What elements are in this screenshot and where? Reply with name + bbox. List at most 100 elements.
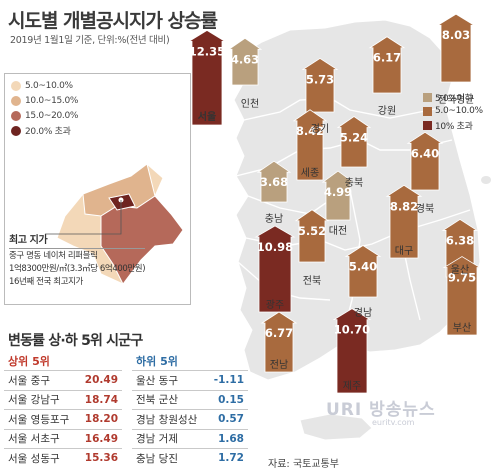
top-price-heading: 최고 지가 <box>9 234 146 249</box>
watermark-url: euritv.com <box>372 418 415 427</box>
district-name: 서울 영등포구 <box>4 409 78 429</box>
province-value-label: 6.38 <box>446 233 474 247</box>
province-name-label: 전국평균 <box>438 94 475 106</box>
top5-down-row: 전북 군산 0.15 <box>132 389 248 410</box>
top-price-line: 중구 명동 네이처 리퍼블릭 <box>9 251 98 261</box>
province-arrow-bar <box>254 225 296 313</box>
district-name: 경남 거제 <box>132 428 207 449</box>
legend-swatch <box>11 80 21 91</box>
province-name-label: 세종 <box>301 167 319 179</box>
nation-legend-item: 10% 초과 <box>423 118 483 132</box>
district-name: 서울 강남구 <box>4 389 78 410</box>
province-name-label: 전북 <box>303 275 321 287</box>
legend-swatch <box>11 125 21 136</box>
change-rate-value: 16.49 <box>77 428 122 449</box>
top5-down-row: 울산 동구 -1.11 <box>132 370 248 390</box>
province-name-label: 경북 <box>416 202 434 215</box>
top5-up-row: 서울 강남구 18.74 <box>4 389 122 410</box>
province-value-label: 5.73 <box>306 72 334 86</box>
change-rate-value: 18.74 <box>77 389 122 410</box>
district-name: 전북 군산 <box>132 389 207 410</box>
province-value-label: 5.40 <box>349 260 377 274</box>
change-rate-value: -1.11 <box>206 370 248 390</box>
province-value-label: 10.98 <box>257 240 293 254</box>
province-value-label: 6.77 <box>265 326 293 340</box>
province-value-label: 12.35 <box>189 44 225 58</box>
infographic-title: 시도별 개별공시지가 상승률 <box>8 10 218 32</box>
province-value-label: 4.63 <box>231 52 259 66</box>
district-name: 서울 서초구 <box>4 428 78 449</box>
change-rate-value: 0.57 <box>206 409 248 429</box>
rank-section-title: 변동률 상·하 5위 시군구 <box>8 333 143 349</box>
change-rate-value: 15.36 <box>77 448 122 468</box>
seoul-legend-item: 15.0~20.0% <box>11 108 78 123</box>
seoul-legend-item: 20.0% 초과 <box>11 123 78 138</box>
province-value-label: 5.52 <box>298 224 326 238</box>
change-rate-value: 1.72 <box>206 448 248 468</box>
province-arrow-bar <box>442 256 482 336</box>
province-arrow-bar <box>436 13 476 83</box>
seoul-high-districts <box>100 195 184 285</box>
district-name: 서울 성동구 <box>4 448 78 468</box>
legend-label: 15.0~20.0% <box>25 110 79 121</box>
top5-up-table: 상위 5위 서울 중구 20.49 서울 강남구 18.74 서울 영등포구 18.20 서… <box>4 352 122 468</box>
province-arrow-bar <box>332 308 372 394</box>
province-name-label: 부산 <box>453 322 471 334</box>
legend-label: 5.0~10.0% <box>25 80 73 91</box>
province-arrow-bar <box>256 160 292 203</box>
province-arrow-bar <box>321 170 355 221</box>
province-name-label: 서울 <box>198 110 216 123</box>
province-arrow-bar <box>344 245 382 298</box>
province-value-label: 4.99 <box>324 185 352 199</box>
province-value-label: 8.03 <box>442 28 470 42</box>
change-rate-value: 0.15 <box>206 389 248 410</box>
watermark-logo: URI 방송뉴스 <box>326 400 436 420</box>
province-name-label: 충남 <box>265 213 283 225</box>
seoul-legend-item: 10.0~15.0% <box>11 93 78 108</box>
jeju-island-shape <box>299 413 373 441</box>
province-value-label: 6.17 <box>373 51 401 65</box>
nation-legend: 5.0%이하 5.0~10.0% 10% 초과 <box>423 90 483 132</box>
province-arrow-bar <box>292 109 328 181</box>
province-arrow-bar <box>336 116 372 168</box>
province-name-label: 경남 <box>354 306 372 319</box>
top5-up-row: 서울 서초구 16.49 <box>4 428 122 449</box>
district-name: 서울 중구 <box>4 370 78 390</box>
province-arrow-bar <box>227 37 263 86</box>
province-value-label: 3.68 <box>260 175 288 189</box>
seoul-leader-line <box>45 200 122 235</box>
change-rate-value: 1.68 <box>206 428 248 449</box>
province-value-label: 5.24 <box>340 131 368 145</box>
top5-up-row: 서울 성동구 15.36 <box>4 448 122 468</box>
top-price-line: 16년째 전국 최고지가 <box>9 277 83 287</box>
legend-swatch <box>423 92 432 102</box>
district-name: 울산 동구 <box>132 370 207 390</box>
top5-down-row: 경남 거제 1.68 <box>132 428 248 449</box>
legend-swatch <box>423 106 432 116</box>
province-name-label: 충북 <box>345 177 363 189</box>
seoul-legend-item: 5.0~10.0% <box>11 78 78 93</box>
legend-label: 20.0% 초과 <box>25 127 71 137</box>
ulleung-island-shape <box>481 176 492 184</box>
legend-label: 10.0~15.0% <box>25 95 79 106</box>
province-name-label: 인천 <box>241 98 259 110</box>
province-value-label: 8.42 <box>296 124 324 138</box>
province-arrow-bar <box>301 57 339 113</box>
district-name: 경남 창원성산 <box>132 409 207 429</box>
province-name-label: 강원 <box>378 105 396 117</box>
infographic-subtitle: 2019년 1월1일 기준, 단위:%(전년 대비) <box>10 35 170 46</box>
province-name-label: 전남 <box>270 359 288 371</box>
district-name: 충남 당진 <box>132 448 207 468</box>
top5-down-heading: 하위 5위 <box>136 355 178 368</box>
province-arrows: 12.35 4.63 5.73 6.17 8.03 8.42 5.24 3.68 4.99 6.4… <box>187 13 482 394</box>
seoul-inset-map: 5.0~10.0% 10.0~15.0% 15.0~20.0% 20.0% 초과 최고… <box>4 73 191 305</box>
legend-swatch <box>11 110 21 121</box>
nation-legend-item: 5.0%이하 <box>423 90 483 104</box>
top5-up-row: 서울 영등포구 18.20 <box>4 409 122 429</box>
province-name-label: 제주 <box>343 380 361 392</box>
top5-up-row: 서울 중구 20.49 <box>4 370 122 390</box>
top5-down-row: 경남 창원성산 0.57 <box>132 409 248 429</box>
nation-legend-item: 5.0~10.0% <box>423 104 483 118</box>
